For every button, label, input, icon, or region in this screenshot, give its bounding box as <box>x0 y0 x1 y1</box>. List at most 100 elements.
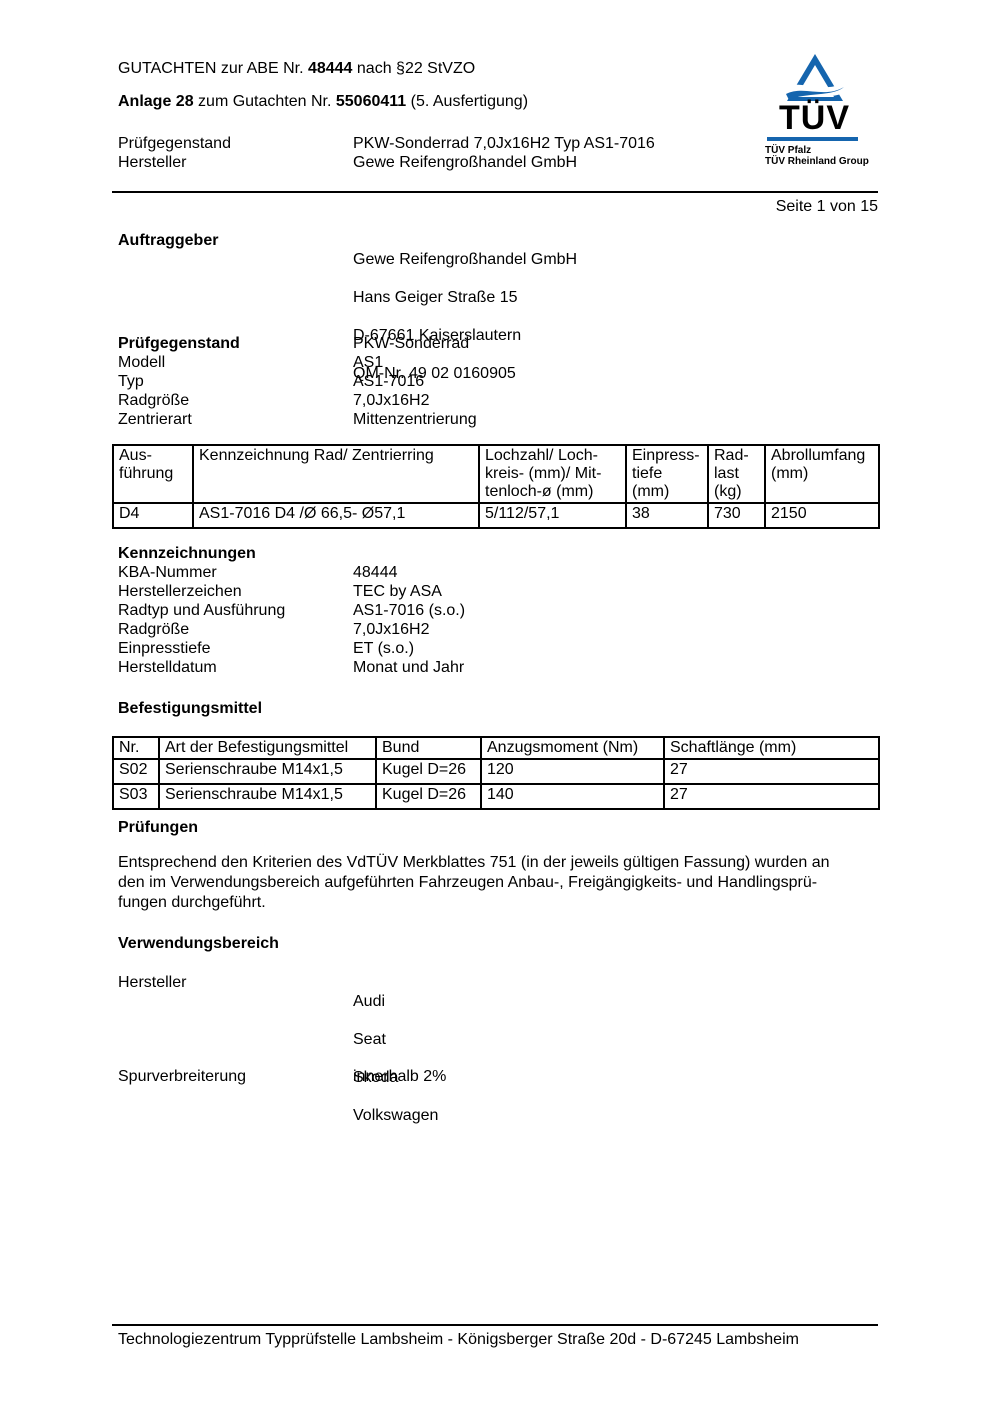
befestigungsmittel-heading: Befestigungsmittel <box>118 700 263 717</box>
header-divider <box>112 191 878 193</box>
spurverbreiterung-row: Spurverbreiterung innerhalb 2% <box>118 1067 446 1086</box>
hersteller-label: Hersteller <box>118 974 187 991</box>
footer-address: Technologiezentrum Typprüfstelle Lambshe… <box>118 1331 799 1348</box>
ausfuehrung-table: Aus- führung Kennzeichnung Rad/ Zentrier… <box>112 444 880 529</box>
row-label: Radgröße <box>118 392 190 409</box>
zentrierart-row: Zentrierart Mittenzentrierung <box>118 410 477 429</box>
cell-art: Serienschraube M14x1,5 <box>158 783 377 810</box>
cell-nr: S03 <box>112 783 160 810</box>
anlage-label: Anlage 28 <box>118 93 194 110</box>
row-value: innerhalb 2% <box>353 1068 447 1085</box>
pruefgegenstand-row: Prüfgegenstand PKW-Sonderrad <box>118 334 469 353</box>
row-label: Typ <box>118 373 144 390</box>
column-header: Anzugsmoment (Nm) <box>480 736 665 760</box>
footer-divider <box>112 1324 878 1326</box>
kennzeichnungen-heading: Kennzeichnungen <box>118 545 256 562</box>
table-row: S03 Serienschraube M14x1,5 Kugel D=26 14… <box>112 783 880 810</box>
title-text: GUTACHTEN zur ABE Nr. <box>118 60 308 77</box>
row-label: Herstelldatum <box>118 659 217 676</box>
column-header: Bund <box>375 736 482 760</box>
row-label: Modell <box>118 354 166 371</box>
modell-row: Modell AS1 <box>118 353 383 372</box>
cell-kennzeichnung: AS1-7016 D4 /Ø 66,5- Ø57,1 <box>192 502 480 529</box>
row-label: Radtyp und Ausführung <box>118 602 286 619</box>
cell-abrollumfang: 2150 <box>764 502 880 529</box>
radtyp-row: Radtyp und Ausführung AS1-7016 (s.o.) <box>118 601 465 620</box>
column-header: Abrollumfang (mm) <box>764 444 880 504</box>
cell-schaftlaenge: 27 <box>663 783 880 810</box>
row-value: TEC by ASA <box>353 583 442 600</box>
row-value: AS1 <box>353 354 384 371</box>
table-header-row: Nr. Art der Befestigungsmittel Bund Anzu… <box>112 736 880 760</box>
row-value: AS1-7016 (s.o.) <box>353 602 466 619</box>
pruefgegenstand-label: Prüfgegenstand <box>118 135 231 152</box>
cell-lochzahl: 5/112/57,1 <box>478 502 627 529</box>
anlage-mid: zum Gutachten Nr. <box>193 93 336 110</box>
hersteller-label: Hersteller <box>118 154 187 171</box>
cell-nr: S02 <box>112 758 160 785</box>
header-pruefgegenstand-row: Prüfgegenstand PKW-Sonderrad 7,0Jx16H2 T… <box>118 134 655 153</box>
title-suffix: nach §22 StVZO <box>352 60 476 77</box>
anlage-line: Anlage 28 zum Gutachten Nr. 55060411 (5.… <box>118 92 528 111</box>
typ-row: Typ AS1-7016 <box>118 372 424 391</box>
row-label: Spurverbreiterung <box>118 1068 247 1085</box>
auftraggeber-line: Gewe Reifengroßhandel GmbH <box>353 251 578 268</box>
pruefungen-paragraph: Entsprechend den Kriterien des VdTÜV Mer… <box>118 854 830 911</box>
document-title: GUTACHTEN zur ABE Nr. 48444 nach §22 StV… <box>118 59 475 78</box>
anlage-suffix: (5. Ausfertigung) <box>406 93 529 110</box>
column-header: Aus- führung <box>112 444 194 504</box>
row-label: Prüfgegenstand <box>118 335 240 352</box>
column-header: Art der Befestigungsmittel <box>158 736 377 760</box>
auftraggeber-line: D-67661 Kaiserslautern <box>353 327 522 344</box>
row-value: ET (s.o.) <box>353 640 415 657</box>
row-label: Herstellerzeichen <box>118 583 242 600</box>
herstellerzeichen-row: Herstellerzeichen TEC by ASA <box>118 582 442 601</box>
auftraggeber-line: Hans Geiger Straße 15 <box>353 289 518 306</box>
row-value: Mittenzentrierung <box>353 411 477 428</box>
page-indicator: Seite 1 von 15 <box>775 198 878 215</box>
cell-anzugsmoment: 120 <box>480 758 665 785</box>
auftraggeber-address: Gewe Reifengroßhandel GmbH Hans Geiger S… <box>353 231 577 402</box>
einpresstiefe-row: Einpresstiefe ET (s.o.) <box>118 639 414 658</box>
auftraggeber-block: Auftraggeber Gewe Reifengroßhandel GmbH … <box>118 231 577 402</box>
cell-einpresstiefe: 38 <box>625 502 709 529</box>
hersteller-item: Skoda <box>353 1069 399 1086</box>
cell-bund: Kugel D=26 <box>375 758 482 785</box>
pruefgegenstand-value: PKW-Sonderrad 7,0Jx16H2 Typ AS1-7016 <box>353 135 655 152</box>
hersteller-value: Gewe Reifengroßhandel GmbH <box>353 154 578 171</box>
radgroesse-kennz-row: Radgröße 7,0Jx16H2 <box>118 620 430 639</box>
herstelldatum-row: Herstelldatum Monat und Jahr <box>118 658 464 677</box>
tuv-logo-subtext: TÜV Pfalz TÜV Rheinland Group <box>765 145 869 167</box>
row-label: KBA-Nummer <box>118 564 217 581</box>
cell-radlast: 730 <box>707 502 766 529</box>
auftraggeber-label: Auftraggeber <box>118 232 219 249</box>
hersteller-item: Volkswagen <box>353 1107 439 1124</box>
table-row: S02 Serienschraube M14x1,5 Kugel D=26 12… <box>112 758 880 785</box>
hersteller-list: Audi Seat Skoda Volkswagen <box>353 973 438 1144</box>
row-value: Monat und Jahr <box>353 659 465 676</box>
cell-schaftlaenge: 27 <box>663 758 880 785</box>
hersteller-item: Seat <box>353 1031 386 1048</box>
column-header: Schaftlänge (mm) <box>663 736 880 760</box>
row-value: 48444 <box>353 564 398 581</box>
row-value: 7,0Jx16H2 <box>353 392 430 409</box>
pruefungen-heading: Prüfungen <box>118 819 198 836</box>
row-value: 7,0Jx16H2 <box>353 621 430 638</box>
tuv-pfalz-label: TÜV Pfalz <box>765 145 812 156</box>
hersteller-item: Audi <box>353 993 386 1010</box>
row-label: Einpresstiefe <box>118 640 211 657</box>
table-row: D4 AS1-7016 D4 /Ø 66,5- Ø57,1 5/112/57,1… <box>112 502 880 529</box>
verwendungsbereich-heading: Verwendungsbereich <box>118 935 279 952</box>
tuv-logo-underline <box>767 137 858 141</box>
cell-bund: Kugel D=26 <box>375 783 482 810</box>
tuv-logo-wordmark: TÜV <box>779 99 850 137</box>
row-value: PKW-Sonderrad <box>353 335 470 352</box>
column-header: Lochzahl/ Loch- kreis- (mm)/ Mit- tenloc… <box>478 444 627 504</box>
verwendung-hersteller-block: Hersteller Audi Seat Skoda Volkswagen <box>118 973 438 1144</box>
column-header: Nr. <box>112 736 160 760</box>
cell-anzugsmoment: 140 <box>480 783 665 810</box>
kba-nummer-row: KBA-Nummer 48444 <box>118 563 398 582</box>
column-header: Rad- last (kg) <box>707 444 766 504</box>
column-header: Einpress- tiefe (mm) <box>625 444 709 504</box>
